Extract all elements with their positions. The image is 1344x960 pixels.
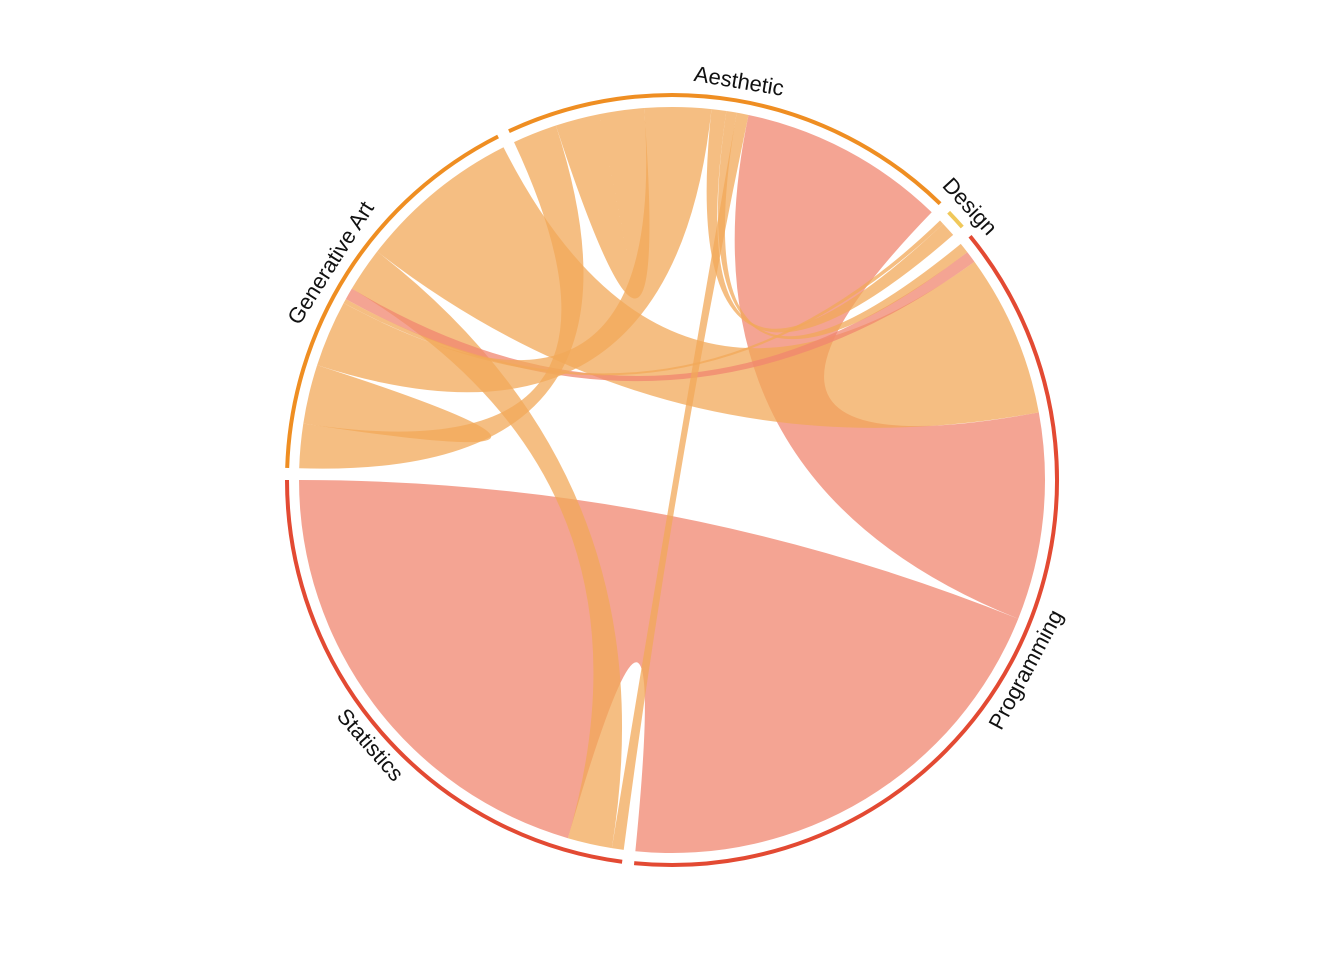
ribbon-aesthetic-to-design xyxy=(706,109,954,333)
ribbon-programming-to-aesthetic xyxy=(734,114,1046,619)
ribbons-layer xyxy=(299,107,1046,854)
ribbon-statistics-to-programming xyxy=(299,480,1019,854)
sector-track-statistics xyxy=(285,479,623,864)
sector-tracks-layer xyxy=(285,93,1059,867)
ribbon-aesthetic-to-aesthetic xyxy=(555,108,650,299)
sector-track-generative-art xyxy=(285,134,499,468)
sector-track-design xyxy=(947,210,964,229)
ribbon-generative-art-to-generative-art xyxy=(303,365,492,443)
ribbon-aesthetic-to-generative-art xyxy=(317,107,712,393)
sector-track-programming xyxy=(633,235,1059,867)
ribbon-generative-art-to-programming xyxy=(377,147,1039,428)
sector-track-aesthetic xyxy=(508,93,942,206)
ribbon-aesthetic-to-statistics xyxy=(611,112,749,850)
ribbon-aesthetic-to-generative-art xyxy=(299,125,584,469)
